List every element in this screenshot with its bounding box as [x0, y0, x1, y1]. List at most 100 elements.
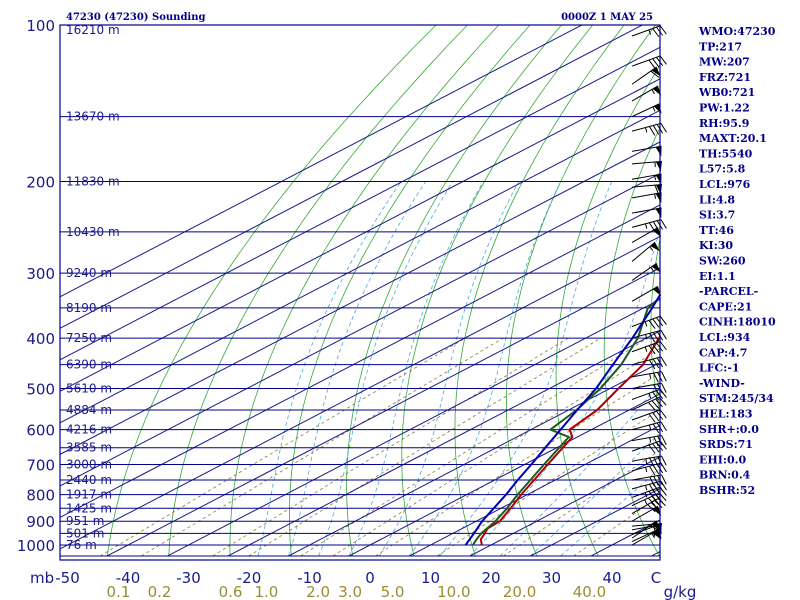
barb-flag: [653, 436, 659, 447]
temperature-tick-label: 30: [542, 569, 561, 587]
barb-flag: [652, 358, 660, 369]
barb-shaft: [631, 396, 660, 411]
barb-half-flag: [649, 373, 652, 379]
mixing-ratio-tick-label: 2.0: [306, 583, 330, 600]
barb-shaft: [631, 486, 661, 498]
pressure-labels: 100 200 300 400 500 600 700 800 900 1000: [17, 17, 55, 555]
mixing-ratio-labels: 0.1 0.2 0.6 1.0 2.0 3.0 5.0 10.0 20.0 40.0: [107, 583, 607, 600]
moist-adiabat: [348, 181, 484, 557]
mixing-ratio-tick-label: 5.0: [381, 583, 405, 600]
dry-adiabat: [288, 25, 531, 557]
barb-flag: [647, 504, 656, 513]
barb-pennant: [651, 263, 661, 273]
barb-flag: [648, 483, 656, 494]
index-entry: EHI:0.0: [699, 453, 746, 466]
station-title: 47230 (47230) Sounding: [66, 12, 206, 23]
barb-shaft: [631, 341, 661, 353]
barb-flag: [652, 412, 660, 422]
temperature-unit: C: [651, 569, 661, 587]
barb-flag: [652, 332, 660, 342]
barb-flag: [652, 58, 660, 68]
index-entry: BRN:0.4: [699, 469, 751, 482]
barb-flag: [650, 70, 660, 78]
barb-shaft: [631, 219, 662, 228]
index-entry: WB0:721: [698, 86, 755, 99]
barb-half-flag: [654, 175, 657, 181]
barb-shaft: [631, 409, 661, 421]
barb-shaft: [631, 315, 661, 327]
moist-adiabat: [560, 467, 660, 557]
index-entry: -WIND-: [699, 377, 745, 390]
barb-flag: [653, 457, 659, 467]
sounding-time: 0000Z 1 MAY 25: [561, 12, 653, 23]
mixing-ratio-tick-label: 10.0: [437, 583, 470, 600]
barb-half-flag: [654, 193, 657, 199]
barb-flag: [661, 383, 667, 393]
isotherm-line: [167, 298, 660, 557]
height-level-label: 1425 m: [66, 501, 112, 515]
barb-half-flag: [649, 246, 654, 251]
height-labels: 16210 m 13670 m 11830 m 10430 m 9240 m 8190 m…: [66, 23, 120, 552]
barb-flag: [652, 443, 660, 453]
height-level-label: 16210 m: [66, 23, 120, 37]
isotherm-line: [348, 393, 660, 557]
barb-half-flag: [644, 492, 648, 498]
barb-flag: [652, 221, 660, 231]
height-level-label: 501 m: [66, 526, 104, 540]
barb-shaft: [631, 440, 661, 452]
isotherm-line: [60, 25, 583, 298]
index-entry: MW:207: [699, 56, 750, 69]
barb-flag: [647, 402, 656, 411]
barb-shaft: [631, 498, 659, 514]
barb-flag: [660, 421, 667, 432]
index-entry: HEL:183: [699, 408, 753, 421]
pressure-tick-label: 500: [26, 380, 55, 398]
dry-adiabats: [106, 25, 660, 557]
barb-flag: [660, 356, 667, 367]
index-entry: L57:5.8: [699, 163, 746, 176]
index-entry: SRDS:71: [699, 438, 753, 451]
index-entry: LCL:934: [699, 331, 751, 344]
mixing-ratio-line: [573, 495, 660, 557]
mixing-ratio-line: [212, 337, 569, 557]
barb-flag: [661, 435, 667, 445]
moist-adiabat: [378, 181, 520, 557]
isotherm-line: [60, 235, 660, 550]
isotherm-line: [60, 204, 660, 518]
barb-half-flag: [652, 531, 656, 537]
mixing-ratio-line: [375, 372, 660, 557]
pressure-tick-label: 800: [26, 487, 55, 505]
mixing-ratio-tick-label: 20.0: [503, 583, 536, 600]
barb-flag: [648, 359, 656, 370]
barb-flag: [659, 55, 667, 65]
barb-flag: [659, 409, 667, 419]
moist-adiabat: [287, 181, 427, 557]
barb-shaft: [631, 173, 662, 180]
barb-flag: [648, 320, 656, 330]
barb-pennant: [652, 86, 662, 96]
barb-flag: [652, 423, 660, 434]
barb-half-flag: [644, 321, 648, 327]
barb-pennant: [650, 242, 660, 252]
index-entry: CINH:18010: [699, 316, 776, 329]
isotherm-line: [60, 46, 660, 361]
index-entry: WMO:47230: [698, 25, 776, 38]
index-entry: CAP:4.7: [699, 346, 747, 359]
height-level-label: 2440 m: [66, 473, 112, 487]
index-entry: BSHR:52: [699, 484, 755, 497]
barb-flag: [648, 490, 656, 500]
barb-flag: [660, 330, 667, 340]
barb-flag: [652, 125, 660, 135]
barb-flag: [652, 318, 660, 328]
barb-flag: [653, 372, 659, 383]
height-level-label: 10430 m: [66, 225, 120, 239]
temperature-tick-label: -30: [176, 569, 201, 587]
index-entry: TT:46: [699, 224, 734, 237]
pressure-tick-label: 400: [26, 330, 55, 348]
index-entry: FRZ:721: [699, 71, 751, 84]
barb-shaft: [631, 421, 662, 431]
barb-flag: [649, 457, 655, 468]
barb-shaft: [631, 474, 662, 481]
